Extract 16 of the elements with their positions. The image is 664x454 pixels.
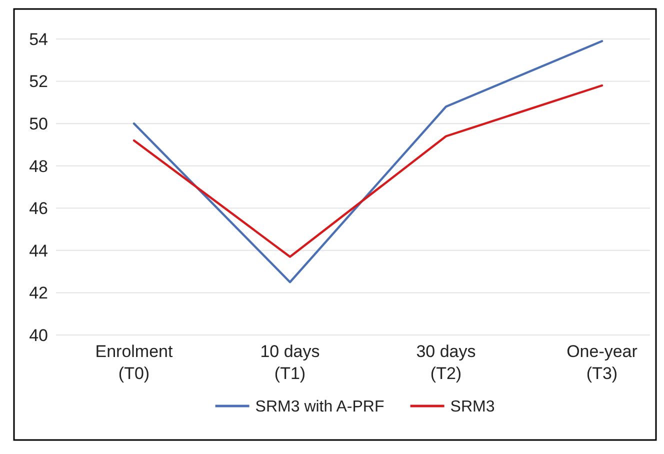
y-tick-label: 40 [29,326,48,345]
line-series [132,40,604,284]
y-tick-label: 44 [29,241,48,260]
y-tick-label: 42 [29,284,48,303]
x-tick-label: Enrolment (T0) [95,342,174,383]
y-tick-label: 52 [29,72,48,92]
legend-label: SRM3 with A-PRF [255,398,384,416]
x-tick-label: 30 days (T2) [416,342,476,383]
y-tick-label: 54 [29,30,48,49]
y-tick-label: 48 [29,156,48,176]
y-tick-label: 46 [29,199,48,218]
line-series [132,84,604,258]
legend-label: SRM3 [450,398,495,416]
x-tick-label: One-year (T3) [566,342,638,383]
y-tick-label: 50 [29,114,48,134]
x-tick-label: 10 days (T1) [260,342,320,383]
